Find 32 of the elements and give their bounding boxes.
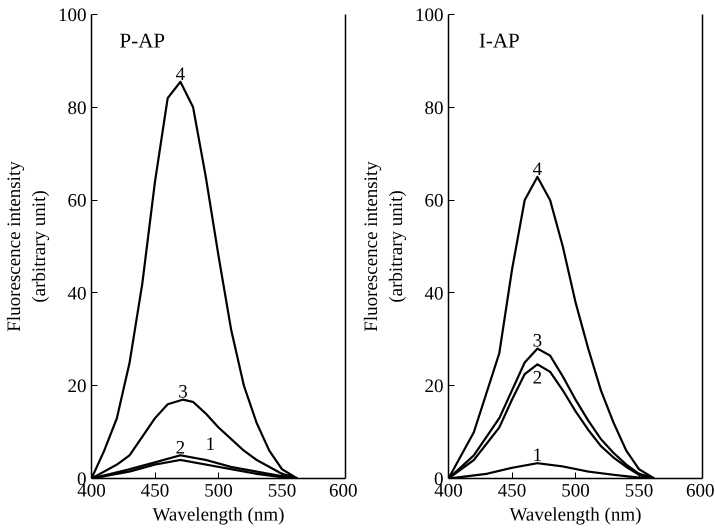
x-tick-label: 500 [561,480,590,502]
series-label: 2 [532,367,542,388]
y-axis-title: Fluorescence intensity (arbitrary unit) [360,160,407,332]
y-tick-label: 80 [424,98,444,119]
y-tick-label: 100 [58,5,86,26]
series-label: 3 [532,330,542,352]
y-tick-label: 20 [68,376,86,398]
x-axis-title: Wavelength (nm) [510,504,642,526]
x-axis-title: Wavelength (nm) [152,504,284,526]
text: I-AP [478,28,520,52]
text: P-AP [120,28,166,52]
series-label: 4 [532,158,543,180]
series-label: 4 [176,64,186,85]
series-label: 1 [532,445,542,466]
x-tick-label: 500 [204,480,233,502]
x-tick-label: 550 [624,480,654,502]
x-tick-label: 450 [140,480,170,502]
y-tick-label: 80 [68,98,86,119]
y-axis-title: Fluorescence intensity (arbitrary unit) [4,160,50,332]
x-tick-label: 600 [686,480,714,502]
series-label: 2 [176,437,186,458]
y-tick-label: 20 [424,376,444,398]
series-label: 3 [178,382,188,403]
y-tick-label: 40 [68,283,86,304]
y-tick-label: 40 [424,283,444,304]
y-tick-label: 100 [415,5,444,26]
x-tick-label: 450 [498,480,526,502]
series-label: 1 [206,434,216,455]
x-tick-label: 600 [329,480,358,502]
x-tick-label: 550 [268,480,296,502]
y-tick-label: 60 [424,190,444,212]
y-tick-label: 60 [68,190,86,212]
